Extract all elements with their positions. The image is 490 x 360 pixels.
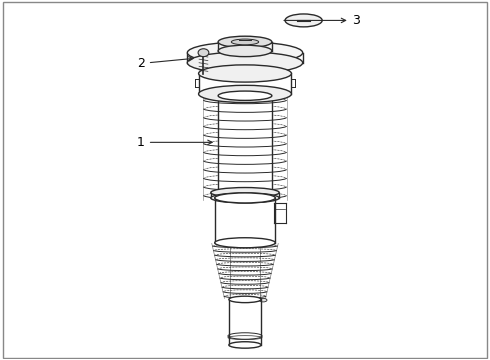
Text: 2: 2 — [137, 57, 193, 70]
Ellipse shape — [229, 342, 261, 348]
Ellipse shape — [215, 238, 275, 248]
FancyBboxPatch shape — [215, 198, 275, 243]
FancyBboxPatch shape — [229, 300, 261, 345]
Ellipse shape — [198, 85, 292, 103]
Ellipse shape — [218, 193, 272, 203]
Ellipse shape — [218, 36, 272, 48]
Ellipse shape — [218, 91, 272, 100]
Ellipse shape — [215, 193, 275, 203]
Ellipse shape — [229, 296, 261, 303]
Ellipse shape — [198, 49, 209, 57]
Ellipse shape — [187, 42, 303, 63]
Ellipse shape — [187, 52, 303, 73]
Ellipse shape — [231, 39, 259, 45]
Ellipse shape — [198, 65, 292, 82]
Ellipse shape — [211, 188, 279, 198]
Text: 1: 1 — [137, 136, 212, 149]
FancyBboxPatch shape — [218, 96, 272, 198]
Ellipse shape — [211, 193, 279, 203]
Ellipse shape — [285, 14, 322, 27]
Ellipse shape — [259, 298, 267, 302]
Text: 3: 3 — [284, 14, 360, 27]
Ellipse shape — [218, 45, 272, 57]
